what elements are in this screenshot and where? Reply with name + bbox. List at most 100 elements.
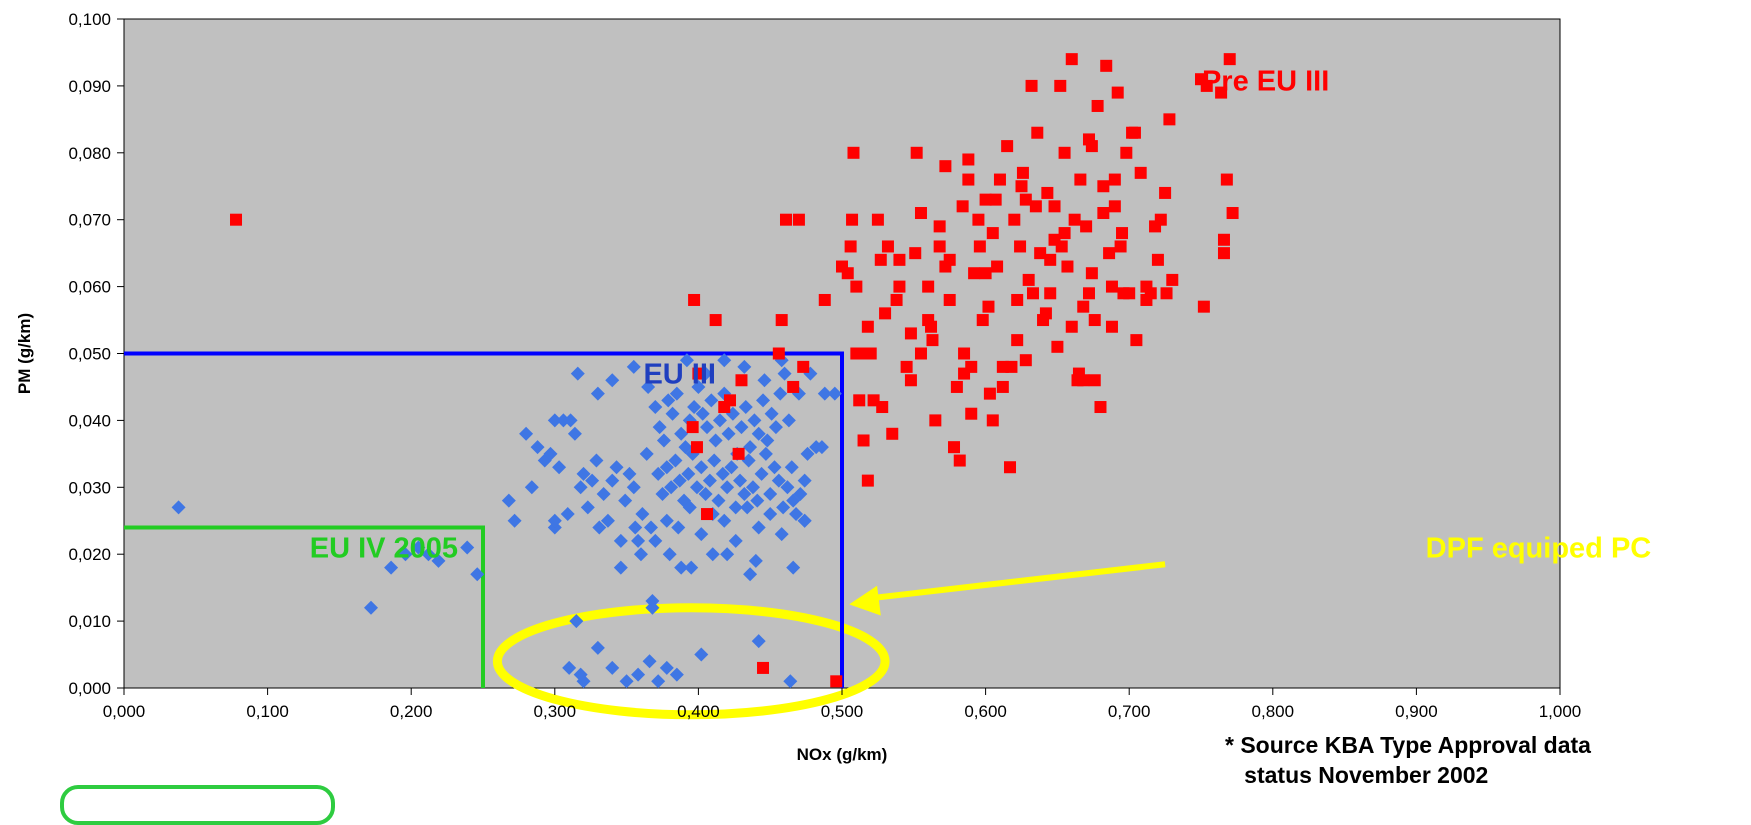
- data-point-square: [976, 314, 989, 327]
- data-point-diamond: [674, 560, 689, 575]
- data-point-square: [943, 293, 956, 306]
- data-point-square: [1061, 260, 1074, 273]
- data-point-square: [979, 193, 992, 206]
- x-tick-label: 0,300: [534, 702, 577, 721]
- data-point-diamond: [687, 400, 702, 415]
- data-point-square: [1108, 173, 1121, 186]
- data-point-square: [1031, 126, 1044, 139]
- data-point-diamond: [780, 480, 795, 495]
- x-tick-label: 0,100: [246, 702, 289, 721]
- data-point-square: [909, 247, 922, 260]
- data-point-square: [830, 675, 843, 688]
- data-point-square: [1054, 79, 1067, 92]
- data-point-square: [1088, 374, 1101, 387]
- data-point-diamond: [651, 674, 666, 689]
- data-point-square: [723, 394, 736, 407]
- data-point-diamond: [689, 480, 704, 495]
- data-point-square: [1001, 140, 1014, 153]
- data-point-diamond: [734, 420, 749, 435]
- data-point-square: [787, 380, 800, 393]
- data-point-diamond: [626, 480, 641, 495]
- data-point-square: [890, 293, 903, 306]
- data-point-square: [910, 146, 923, 159]
- data-point-diamond: [669, 386, 684, 401]
- data-point-square: [904, 374, 917, 387]
- data-point-diamond: [721, 426, 736, 441]
- data-point-square: [1039, 307, 1052, 320]
- data-point-diamond: [741, 453, 756, 468]
- data-point-diamond: [411, 540, 426, 555]
- data-point-square: [983, 387, 996, 400]
- data-point-square: [1011, 293, 1024, 306]
- data-point-diamond: [751, 426, 766, 441]
- data-point-square: [1077, 300, 1090, 313]
- data-point-square: [968, 267, 981, 280]
- data-point-square: [1058, 146, 1071, 159]
- data-point-square: [993, 173, 1006, 186]
- data-point-square: [979, 267, 992, 280]
- data-point-diamond: [756, 393, 771, 408]
- data-point-diamond: [547, 513, 562, 528]
- axis-ticks: 0,000 0,100 0,200 0,300 0,400 0,500 0,600 0,700…: [68, 10, 1581, 721]
- data-point-square: [1105, 320, 1118, 333]
- x-axis-title: NOx (g/km): [797, 745, 888, 764]
- data-point-diamond: [655, 486, 670, 501]
- data-point-square: [1048, 200, 1061, 213]
- data-point-square: [926, 334, 939, 347]
- data-point-diamond: [560, 507, 575, 522]
- data-point-square: [1058, 227, 1071, 240]
- y-tick-label: 0,050: [68, 345, 111, 364]
- data-point-square: [1103, 247, 1116, 260]
- y-tick-label: 0,070: [68, 211, 111, 230]
- data-point-diamond: [784, 460, 799, 475]
- data-point-diamond: [771, 473, 786, 488]
- data-point-square: [1034, 247, 1047, 260]
- dpf-ellipse: [492, 603, 890, 720]
- data-point-diamond: [768, 420, 783, 435]
- data-point-diamond: [694, 460, 709, 475]
- data-point-square: [1160, 287, 1173, 300]
- data-point-square: [1108, 200, 1121, 213]
- data-point-square: [1120, 146, 1133, 159]
- data-point-square: [1197, 300, 1210, 313]
- data-point-diamond: [552, 460, 567, 475]
- data-point-diamond: [431, 553, 446, 568]
- data-point-diamond: [556, 413, 571, 428]
- data-point-square: [1082, 287, 1095, 300]
- data-point-diamond: [661, 393, 676, 408]
- data-point-square: [991, 260, 1004, 273]
- data-point-square: [1068, 213, 1081, 226]
- data-point-diamond: [797, 473, 812, 488]
- data-point-diamond: [781, 413, 796, 428]
- data-point-square: [876, 401, 889, 414]
- data-point-diamond: [619, 674, 634, 689]
- data-point-diamond: [750, 493, 765, 508]
- data-point-diamond: [705, 547, 720, 562]
- data-point-diamond: [760, 433, 775, 448]
- data-point-square: [1097, 207, 1110, 220]
- data-point-diamond: [645, 600, 660, 615]
- data-point-diamond: [507, 513, 522, 528]
- data-point-diamond: [720, 480, 735, 495]
- data-point-square: [757, 661, 770, 674]
- data-point-diamond: [384, 560, 399, 575]
- data-point-diamond: [674, 426, 689, 441]
- data-point-square: [709, 314, 722, 327]
- data-point-square: [1128, 126, 1141, 139]
- data-point-square: [1091, 99, 1104, 112]
- data-point-square: [692, 367, 705, 380]
- data-point-diamond: [613, 560, 628, 575]
- data-point-square: [1114, 240, 1127, 253]
- data-point-square: [1154, 213, 1167, 226]
- data-point-diamond: [567, 426, 582, 441]
- data-point-diamond: [570, 366, 585, 381]
- data-point-diamond: [747, 413, 762, 428]
- data-point-diamond: [672, 473, 687, 488]
- data-point-square: [857, 434, 870, 447]
- data-point-square: [914, 347, 927, 360]
- x-tick-label: 0,400: [677, 702, 720, 721]
- data-point-square: [1074, 173, 1087, 186]
- data-point-square: [686, 421, 699, 434]
- data-point-diamond: [786, 560, 801, 575]
- limit-boxes: [124, 351, 844, 688]
